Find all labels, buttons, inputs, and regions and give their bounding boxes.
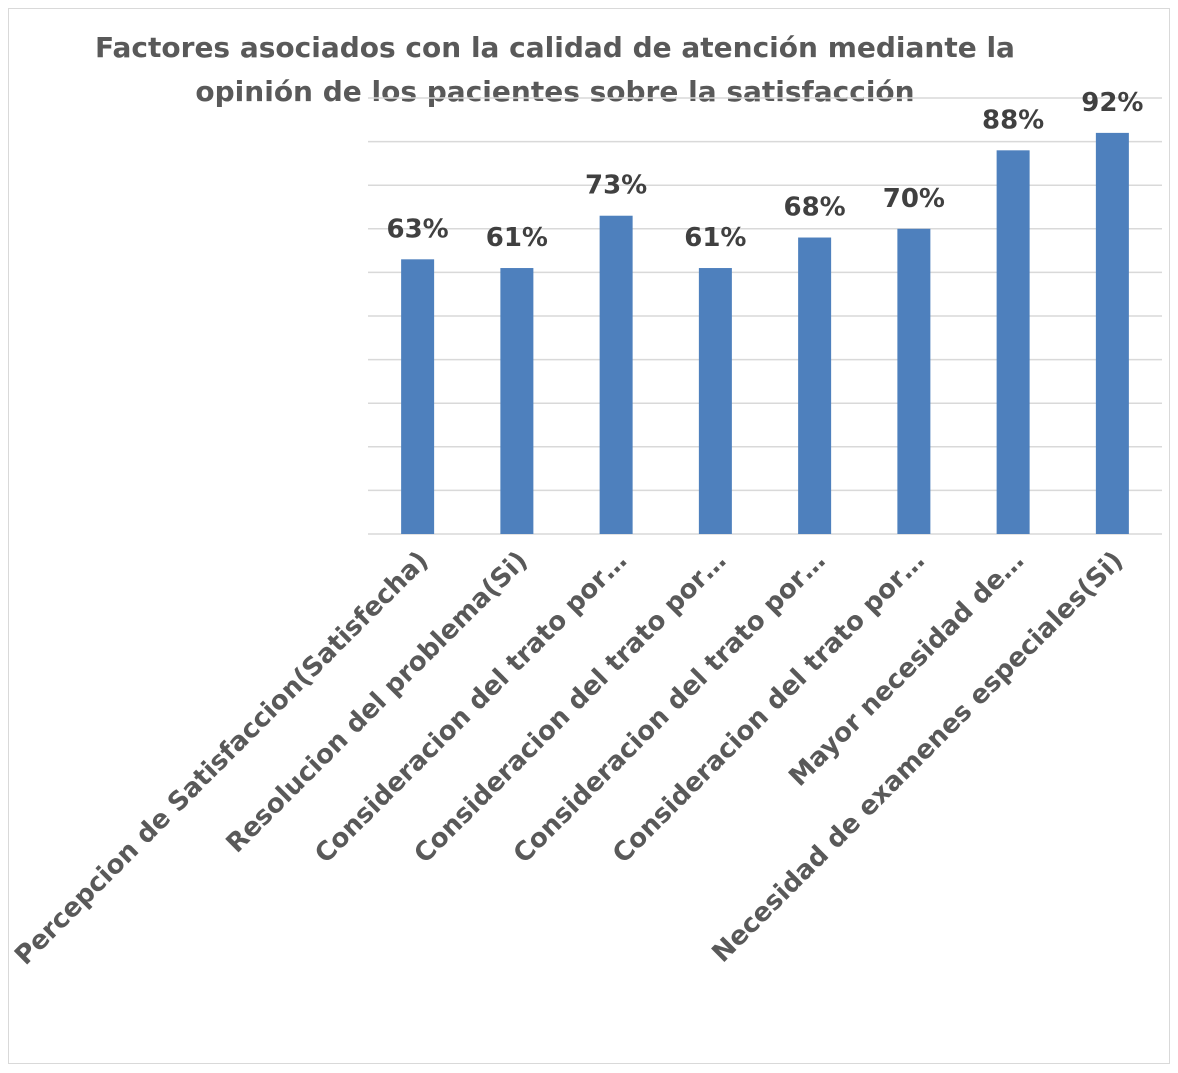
data-label: 92% — [1081, 88, 1143, 118]
data-label: 63% — [387, 214, 449, 244]
bar — [599, 215, 633, 534]
chart-title: Factores asociados con la calidad de ate… — [95, 31, 1015, 108]
bar — [996, 150, 1030, 534]
x-tick-label: Percepcion de Satisfaccion(Satisfecha) — [9, 546, 434, 971]
bar — [401, 259, 435, 534]
data-label: 68% — [784, 193, 846, 223]
bar — [500, 268, 534, 534]
data-label: 88% — [982, 105, 1044, 135]
bar — [897, 228, 931, 535]
bar — [698, 268, 732, 534]
bar — [1095, 132, 1129, 534]
data-label: 61% — [684, 223, 746, 253]
chart-area — [8, 8, 1170, 1064]
data-label: 61% — [486, 223, 548, 253]
bar — [798, 237, 832, 534]
data-label: 73% — [585, 171, 647, 201]
data-label: 70% — [883, 184, 945, 214]
